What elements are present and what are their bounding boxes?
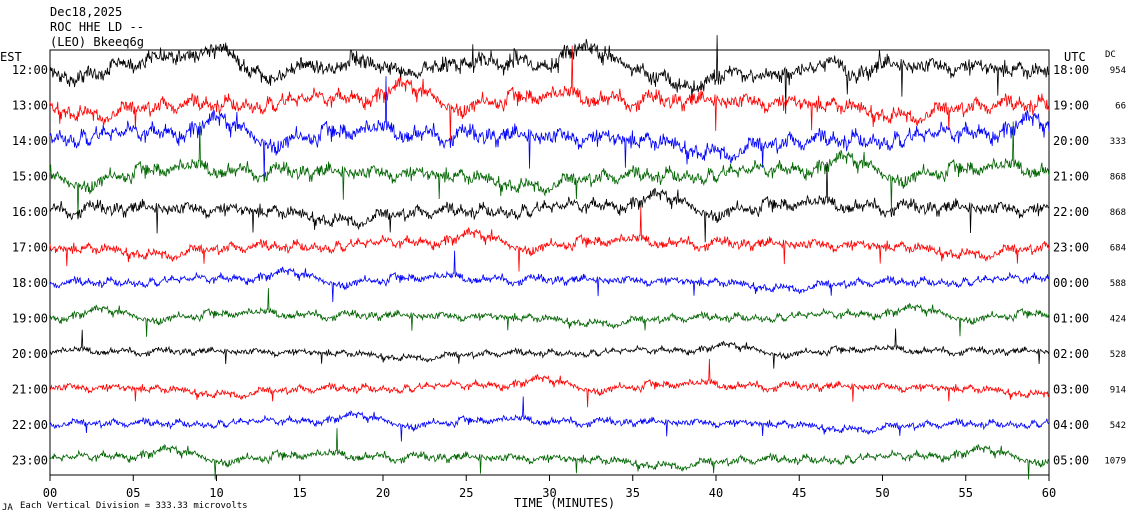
est-time-label: 12:00	[12, 63, 48, 77]
trace-row-2300	[49, 428, 1049, 480]
utc-time-label: 02:00	[1053, 347, 1089, 361]
est-time-label: 22:00	[12, 418, 48, 432]
est-time-label: 14:00	[12, 134, 48, 148]
dc-value-label: 66	[1115, 102, 1126, 112]
trace-row-1500	[49, 121, 1050, 217]
x-tick-label: 00	[43, 486, 57, 500]
trace-group	[49, 35, 1050, 480]
utc-time-label: 04:00	[1053, 418, 1089, 432]
x-tick-label: 30	[542, 486, 556, 500]
row-label-group: 12:00 18:00 954 13:00 19:00 66 14:00 20:00 333 15…	[12, 63, 1126, 468]
dc-value-label: 684	[1110, 244, 1126, 254]
x-tick-label: 60	[1042, 486, 1056, 500]
dc-value-label: 1079	[1104, 457, 1126, 467]
dc-value-label: 868	[1110, 208, 1126, 218]
utc-time-label: 00:00	[1053, 276, 1089, 290]
utc-time-label: 19:00	[1053, 99, 1089, 113]
dc-value-label: 588	[1110, 279, 1126, 289]
x-tick-label: 55	[959, 486, 973, 500]
utc-time-label: 20:00	[1053, 134, 1089, 148]
utc-time-label: 21:00	[1053, 170, 1089, 184]
est-axis-label: EST	[0, 50, 22, 64]
utc-time-label: 03:00	[1053, 383, 1089, 397]
dc-value-label: 528	[1110, 350, 1126, 360]
est-time-label: 23:00	[12, 454, 48, 468]
trace-row-1200	[49, 35, 1050, 114]
dc-value-label: 424	[1110, 315, 1126, 325]
x-tick-group: 00 05 10 15 20 25 30 35 40 45 50 55 60	[43, 475, 1056, 500]
utc-time-label: 23:00	[1053, 241, 1089, 255]
trace-row-1300	[49, 45, 1050, 142]
trace-row-1900	[49, 288, 1050, 337]
trace-row-1400	[49, 76, 1050, 181]
est-time-label: 20:00	[12, 347, 48, 361]
trace-row-2000	[49, 328, 1050, 369]
est-time-label: 13:00	[12, 99, 48, 113]
est-time-label: 17:00	[12, 241, 48, 255]
est-time-label: 19:00	[12, 312, 48, 326]
x-tick-label: 15	[293, 486, 307, 500]
trace-row-2100	[49, 358, 1050, 408]
trace-row-1800	[49, 250, 1050, 303]
plot-frame	[49, 49, 1050, 476]
utc-time-label: 05:00	[1053, 454, 1089, 468]
dc-header-label: DC	[1105, 50, 1116, 60]
x-tick-label: 10	[209, 486, 223, 500]
utc-time-label: 18:00	[1053, 63, 1089, 77]
x-tick-label: 05	[126, 486, 140, 500]
x-tick-label: 40	[709, 486, 723, 500]
utc-axis-label: UTC	[1064, 50, 1086, 64]
scale-note: Each Vertical Division = 333.33 microvol…	[20, 501, 248, 511]
dc-value-label: 333	[1110, 137, 1126, 147]
header-date: Dec18,2025	[50, 5, 122, 19]
corner-mark: JA	[2, 503, 13, 513]
x-tick-label: 50	[875, 486, 889, 500]
x-axis-title: TIME (MINUTES)	[514, 496, 615, 510]
utc-time-label: 01:00	[1053, 312, 1089, 326]
dc-value-label: 868	[1110, 173, 1126, 183]
header-station: ROC HHE LD --	[50, 20, 144, 34]
est-time-label: 21:00	[12, 383, 48, 397]
est-time-label: 16:00	[12, 205, 48, 219]
header-source: (LEO) Bkeeq6g	[50, 35, 144, 49]
est-time-label: 18:00	[12, 276, 48, 290]
trace-row-1600	[49, 161, 1050, 243]
x-tick-label: 45	[792, 486, 806, 500]
dc-value-label: 954	[1110, 66, 1126, 76]
dc-value-label: 542	[1110, 421, 1126, 431]
x-tick-label: 35	[626, 486, 640, 500]
utc-time-label: 22:00	[1053, 205, 1089, 219]
est-time-label: 15:00	[12, 170, 48, 184]
trace-row-2200	[49, 396, 1050, 442]
trace-row-1700	[49, 207, 1050, 272]
x-tick-label: 20	[376, 486, 390, 500]
x-tick-label: 25	[459, 486, 473, 500]
dc-value-label: 914	[1110, 386, 1126, 396]
